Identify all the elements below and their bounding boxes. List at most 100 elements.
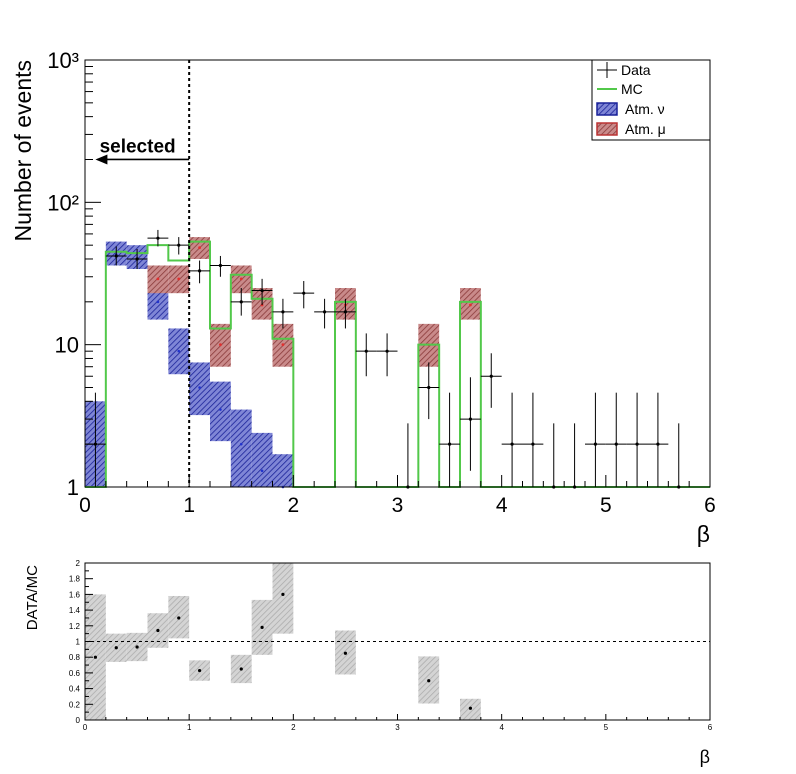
- data-point-marker: [614, 442, 618, 446]
- ratio-point: [93, 655, 98, 659]
- data-point-marker: [489, 374, 493, 378]
- data-point-marker: [343, 310, 348, 314]
- data-point: [189, 260, 210, 284]
- ratio-band: [272, 563, 294, 634]
- legend: Data MC Atm. ν Atm. μ: [591, 59, 711, 141]
- ratio-axes: 0 1 2 3 4 5 6 0 0.2 0.4 0.6 0.8 1 1.2 1.4 1.6 1.8 2: [69, 559, 713, 732]
- ratio-x-tick-label: 2: [291, 723, 296, 732]
- data-point-marker: [135, 257, 139, 261]
- data-point-marker: [218, 263, 223, 268]
- ratio-y-tick-label: 2: [76, 559, 81, 568]
- data-point-marker: [364, 349, 368, 353]
- data-point-marker: [447, 442, 452, 446]
- y-tick-label: 10: [55, 333, 79, 358]
- atm-nu-band: [230, 409, 252, 487]
- ratio-x-tick-label: 3: [395, 723, 400, 732]
- ratio-y-axis-label: DATA/MC: [24, 565, 41, 630]
- x-tick-label: 3: [392, 494, 404, 517]
- data-point: [585, 392, 606, 487]
- ratio-point: [427, 679, 431, 683]
- ratio-y-tick-label: 0: [76, 716, 81, 725]
- data-point-marker: [93, 442, 98, 446]
- selection-label: selected: [100, 136, 176, 157]
- legend-data-label: Data: [621, 62, 651, 78]
- ratio-point: [197, 668, 202, 673]
- legend-mc-label: MC: [621, 81, 643, 97]
- data-point-marker: [656, 442, 660, 446]
- x-tick-label: 1: [183, 494, 195, 517]
- atm-mu-point: [177, 277, 181, 281]
- data-point: [501, 392, 523, 487]
- atm-nu-band: [210, 381, 231, 442]
- data-point: [668, 423, 690, 489]
- data-point-marker: [114, 254, 118, 258]
- atm-mu-point: [198, 246, 201, 250]
- legend-nu-label: Atm. ν: [625, 101, 665, 117]
- data-point: [147, 229, 169, 247]
- ratio-point: [135, 645, 139, 649]
- data-point: [230, 288, 252, 316]
- data-point: [543, 423, 565, 489]
- data-point-marker: [531, 442, 535, 446]
- ratio-point: [281, 592, 285, 597]
- y-tick-label: 1: [67, 475, 79, 500]
- data-point: [126, 249, 148, 270]
- ratio-y-tick-label: 0.8: [69, 653, 81, 662]
- data-point-marker: [302, 291, 306, 295]
- ratio-y-tick-label: 0.4: [69, 685, 81, 694]
- legend-mu-swatch: [596, 122, 618, 136]
- data-point-marker: [427, 385, 431, 390]
- atm-nu-point: [198, 386, 201, 389]
- atm-nu-point: [156, 300, 160, 304]
- atm-nu-band: [272, 454, 294, 487]
- data-point: [314, 298, 335, 329]
- data-point: [626, 392, 648, 487]
- data-point: [335, 298, 356, 329]
- atm-mu-point: [219, 343, 222, 347]
- data-point-marker: [281, 310, 285, 314]
- ratio-point: [156, 628, 160, 633]
- ratio-x-tick-label: 6: [708, 723, 713, 732]
- data-point: [293, 281, 315, 309]
- legend-nu-swatch: [596, 102, 618, 116]
- data-point: [105, 246, 127, 266]
- atm-mu-point: [239, 277, 243, 281]
- x-tick-label: 4: [496, 494, 508, 517]
- ratio-x-tick-label: 0: [83, 723, 88, 732]
- selection-arrow-head: [95, 154, 108, 165]
- atm-nu-band: [251, 432, 273, 487]
- data-point: [251, 278, 273, 305]
- ratio-points: [93, 592, 473, 710]
- data-point: [168, 237, 190, 255]
- ratio-y-tick-label: 1.2: [69, 622, 81, 631]
- data-point: [522, 392, 544, 487]
- ratio-y-tick-label: 1: [76, 638, 81, 647]
- ratio-point: [177, 616, 181, 620]
- ratio-x-tick-label: 5: [604, 723, 609, 732]
- ratio-y-tick-label: 0.2: [69, 700, 81, 709]
- atm-nu-point: [239, 442, 243, 446]
- data-point: [480, 353, 502, 408]
- atm-mu-point: [281, 343, 285, 347]
- ratio-x-axis-label: β: [700, 747, 710, 767]
- data-point-marker: [322, 310, 327, 314]
- atm-mu-bands: [147, 237, 481, 367]
- y-tick-label: 10²: [47, 190, 79, 215]
- data-point-marker: [156, 236, 160, 240]
- data-point: [605, 392, 627, 487]
- ratio-x-tick-label: 1: [187, 723, 192, 732]
- ratio-y-tick-label: 0.6: [69, 669, 81, 678]
- ratio-y-tick-label: 1.6: [69, 590, 81, 599]
- data-point: [564, 423, 585, 489]
- data-point: [397, 423, 419, 489]
- data-point-marker: [593, 442, 598, 446]
- ratio-point: [260, 625, 264, 629]
- legend-mu-label: Atm. μ: [625, 121, 666, 137]
- atm-nu-point: [219, 408, 222, 411]
- x-tick-label: 6: [704, 494, 716, 517]
- atm-mu-point: [469, 303, 472, 307]
- data-point: [210, 255, 231, 277]
- ratio-y-tick-label: 1.8: [69, 575, 81, 584]
